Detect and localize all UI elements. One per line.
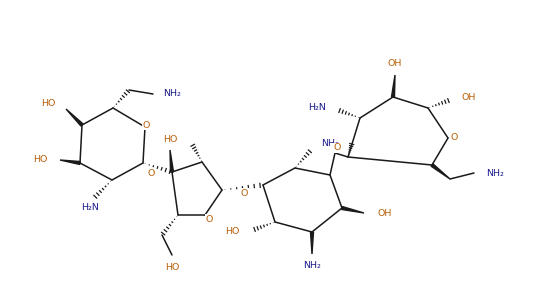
Text: HO: HO: [34, 155, 48, 164]
Text: NH₂: NH₂: [321, 138, 339, 147]
Polygon shape: [170, 150, 174, 172]
Text: HO: HO: [165, 263, 179, 271]
Text: O: O: [205, 214, 213, 223]
Text: O: O: [333, 144, 341, 152]
Text: OH: OH: [377, 208, 391, 217]
Text: H₂N: H₂N: [81, 204, 99, 213]
Polygon shape: [342, 207, 364, 213]
Polygon shape: [66, 109, 83, 126]
Text: HO: HO: [42, 98, 56, 108]
Text: O: O: [142, 120, 150, 129]
Polygon shape: [431, 164, 450, 179]
Text: OH: OH: [388, 60, 402, 68]
Text: H₂N: H₂N: [308, 103, 326, 112]
Text: HO: HO: [225, 228, 240, 237]
Polygon shape: [311, 232, 313, 254]
Polygon shape: [60, 160, 80, 164]
Text: NH₂: NH₂: [163, 89, 181, 98]
Text: OH: OH: [462, 94, 477, 103]
Text: HO: HO: [163, 135, 177, 144]
Text: O: O: [450, 133, 458, 143]
Text: NH₂: NH₂: [303, 260, 321, 269]
Text: NH₂: NH₂: [486, 169, 504, 178]
Polygon shape: [392, 75, 395, 97]
Text: O: O: [148, 169, 155, 178]
Text: O: O: [241, 189, 248, 198]
